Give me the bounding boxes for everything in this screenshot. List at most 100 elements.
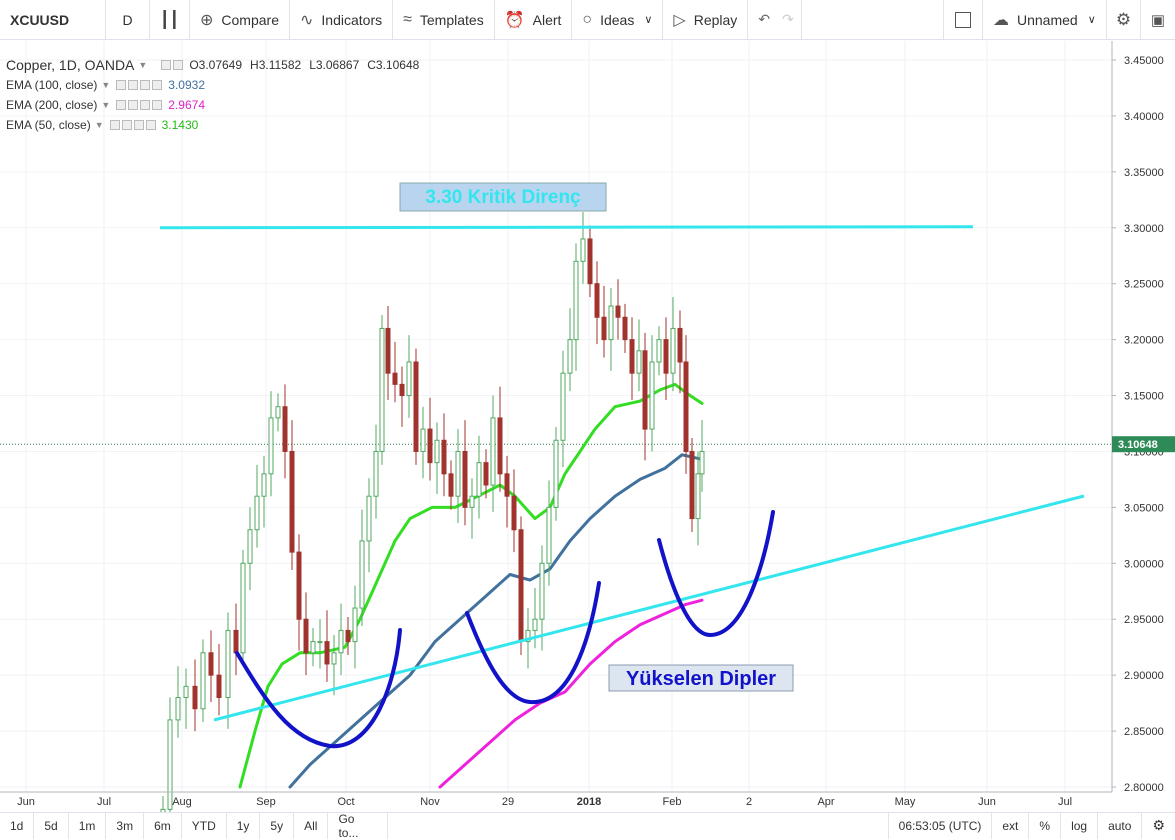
range-6m[interactable]: 6m [144,812,182,839]
candle-body [225,629,231,699]
x-tick-label: May [895,796,916,808]
ema100-buttons[interactable] [116,80,163,90]
ema200-line [438,598,704,789]
candle-body [622,316,628,341]
interval-button[interactable]: D [106,0,150,40]
x-tick-label: Jun [17,796,35,808]
chevron-down-icon[interactable]: ▼ [94,120,104,130]
range-3m[interactable]: 3m [106,812,145,839]
range-5d[interactable]: 5d [34,812,69,839]
range-5y[interactable]: 5y [260,812,295,839]
x-tick-label: Aug [172,796,192,808]
candle-body [553,439,559,508]
chevron-down-icon[interactable]: ▼ [138,60,148,70]
candle-body [310,641,316,654]
range-ytd[interactable]: YTD [182,812,227,839]
x-tick-label: Jul [97,796,111,808]
undo-icon[interactable]: ↶ [758,11,771,27]
candle-body [525,629,531,643]
candle-body [289,450,295,553]
candle-body [518,529,524,643]
compare-button[interactable]: ⊕ Compare [190,0,290,40]
price-chart[interactable]: 3.30 Kritik Direnç Yükselen Dipler 3.4500… [0,41,1175,813]
candle-body [192,685,198,710]
candle-body [567,339,573,374]
templates-label: Templates [419,11,484,28]
y-tick-label: 2.95000 [1124,614,1164,626]
ema50-buttons[interactable] [109,120,156,130]
candle-body [406,361,412,397]
y-tick-label: 3.25000 [1124,279,1164,291]
ideas-button[interactable]: ○ Ideas ∨ [572,0,664,40]
lightbulb-icon: ○ [582,10,593,28]
indicators-button[interactable]: ∿ Indicators [290,0,394,40]
auto-toggle[interactable]: auto [1098,812,1143,839]
ema200-buttons[interactable] [116,100,163,110]
candle-body [175,697,181,721]
symbol-search[interactable]: XCUUSD [0,0,106,40]
redo-icon[interactable]: ↷ [782,11,794,27]
candle-body [689,450,695,520]
settings-button[interactable]: ⚙ [1142,813,1175,839]
chevron-down-icon: ∨ [1087,14,1096,26]
x-tick-label: 2 [746,796,752,808]
chevron-down-icon[interactable]: ▼ [101,80,111,90]
candle-body [699,450,705,475]
alert-button[interactable]: ⏰ Alert [495,0,573,40]
rising-lows-label-box [608,664,794,692]
layout-button[interactable]: ☁ Unnamed ∨ [983,0,1107,40]
candle-body [532,618,538,631]
ema200-legend: EMA (200, close) ▼ 2.9674 [6,95,419,115]
y-tick-label: 3.40000 [1124,111,1164,123]
candle-body [656,339,662,363]
ema100-value: 3.0932 [168,78,205,92]
low-curve-1 [235,628,402,749]
replay-label: Replay [693,11,738,28]
goto-button[interactable]: Go to... [328,812,389,840]
series-buttons[interactable] [161,60,184,70]
percent-toggle[interactable]: % [1029,812,1062,839]
price-tag: 3.10648 [1118,439,1158,451]
candle-body [282,406,288,452]
y-tick-label: 3.45000 [1124,55,1164,67]
candle-body [317,641,323,644]
templates-button[interactable]: ≈ Templates [393,0,495,40]
fullscreen-button[interactable] [943,0,983,40]
x-tick-label: 29 [502,796,514,808]
rising-trendline [213,494,1085,722]
candle-body [379,327,385,452]
candle-body [511,495,517,531]
ema50-value: 3.1430 [161,118,199,132]
candle-body [441,439,447,475]
range-1d[interactable]: 1d [0,812,35,839]
replay-button[interactable]: ▷ Replay [663,0,749,40]
indicators-label: Indicators [321,11,383,28]
range-all[interactable]: All [294,812,329,839]
chevron-down-icon[interactable]: ▼ [101,100,111,110]
range-1y[interactable]: 1y [227,812,261,839]
candle-body [580,238,586,262]
range-1m[interactable]: 1m [69,812,107,839]
settings-button[interactable]: ⚙ [1107,0,1141,40]
candle-body [208,652,214,676]
ext-toggle[interactable]: ext [992,812,1030,839]
candle-body [490,417,496,486]
candle-body [573,260,579,341]
y-tick-label: 2.80000 [1124,782,1164,794]
snapshot-button[interactable]: ▣ [1141,0,1175,40]
candle-body [642,350,648,430]
ohlc-open: O3.07649 [189,58,243,72]
candle-body [413,361,419,452]
candle-body [167,719,173,810]
utc-clock[interactable]: 06:53:05 (UTC) [887,812,993,839]
range-buttons: 1d 5d 1m 3m 6m YTD 1y 5y All [0,812,329,839]
chart-type-button[interactable]: ┃┃ [150,0,190,40]
log-toggle[interactable]: log [1061,812,1099,839]
chart-area[interactable]: 3.30 Kritik Direnç Yükselen Dipler 3.4500… [0,41,1175,813]
candle-body [268,417,274,475]
candle-body [160,808,166,813]
chart-legend: Copper, 1D, OANDA ▼ O3.07649 H3.11582 L3… [6,55,419,135]
candle-body [399,383,405,397]
low-curve-3 [657,510,775,638]
candle-body [636,350,642,374]
